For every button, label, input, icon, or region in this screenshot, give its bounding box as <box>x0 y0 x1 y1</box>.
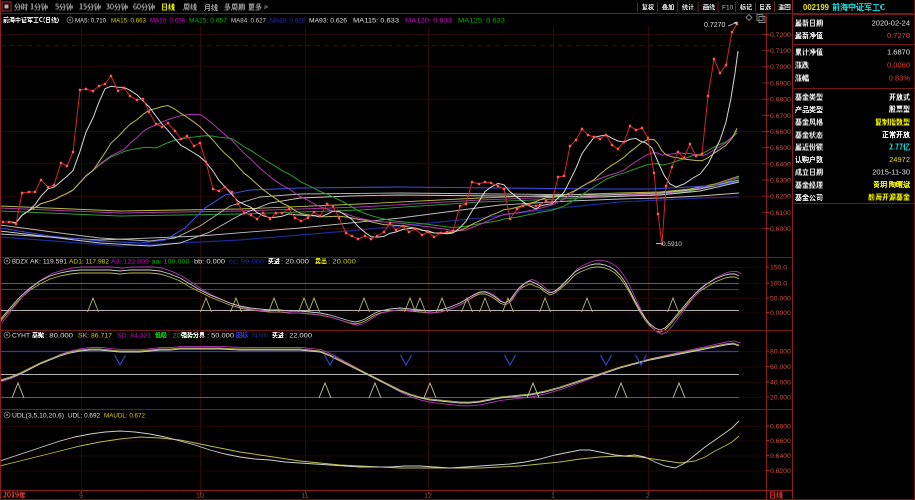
svg-text:002199: 002199 <box>803 3 830 12</box>
svg-text:9: 9 <box>79 493 83 500</box>
svg-text:0.6900: 0.6900 <box>770 80 791 87</box>
svg-text:12: 12 <box>424 493 432 500</box>
svg-text:100.0: 100.0 <box>770 280 787 287</box>
svg-text:: 20.000: : 20.000 <box>281 259 310 266</box>
svg-text:0.6300: 0.6300 <box>770 177 791 184</box>
svg-text:0.6200: 0.6200 <box>770 468 791 475</box>
svg-text:CYHT: CYHT <box>12 333 30 340</box>
svg-text:MA5: 0.710: MA5: 0.710 <box>75 18 107 25</box>
svg-text:50.000: 50.000 <box>770 295 791 302</box>
svg-text:: 74.000: : 74.000 <box>248 333 268 340</box>
svg-text:AJ: 122.809: AJ: 122.809 <box>111 259 150 266</box>
svg-text:2020-02-24: 2020-02-24 <box>872 19 910 28</box>
svg-text:UDL: 0.692: UDL: 0.692 <box>68 413 101 420</box>
svg-text:80.000: 80.000 <box>770 348 791 355</box>
svg-text:0.6700: 0.6700 <box>770 113 791 120</box>
svg-text:MA15: 0.663: MA15: 0.663 <box>111 18 147 25</box>
svg-text:SK: 86.717: SK: 86.717 <box>78 333 113 340</box>
svg-text:MA115: 0.633: MA115: 0.633 <box>353 18 400 25</box>
svg-text:2: 2 <box>646 493 650 500</box>
svg-text:20.000: 20.000 <box>770 394 791 401</box>
svg-text:0.5910: 0.5910 <box>662 241 682 248</box>
svg-text:0.6000: 0.6000 <box>770 226 791 233</box>
svg-text:0.6800: 0.6800 <box>770 97 791 104</box>
svg-text:0.6600: 0.6600 <box>770 129 791 136</box>
svg-text:bb: 0.000: bb: 0.000 <box>194 259 226 266</box>
svg-text:0.6600: 0.6600 <box>770 438 791 445</box>
svg-text:1: 1 <box>551 493 555 500</box>
svg-text:2015-11-30: 2015-11-30 <box>872 168 910 177</box>
svg-text:0.0000: 0.0000 <box>770 310 791 317</box>
svg-text:: 80.000: : 80.000 <box>45 333 74 340</box>
svg-text:MA93: 0.626: MA93: 0.626 <box>309 18 348 25</box>
svg-text:MA120: 0.633: MA120: 0.633 <box>405 18 453 25</box>
svg-text:0.6500: 0.6500 <box>770 145 791 152</box>
svg-text:0.83%: 0.83% <box>889 74 911 83</box>
svg-text:0.6800: 0.6800 <box>770 423 791 430</box>
svg-text:0.6400: 0.6400 <box>770 161 791 168</box>
svg-text:MA25: 0.657: MA25: 0.657 <box>189 18 228 25</box>
svg-text:SD: 84.321: SD: 84.321 <box>117 333 152 340</box>
svg-text:: 50.000: : 50.000 <box>207 333 235 340</box>
svg-text:1.6870: 1.6870 <box>887 48 910 57</box>
svg-text:0.7000: 0.7000 <box>770 64 791 71</box>
svg-text:0.6400: 0.6400 <box>770 453 791 460</box>
svg-text:AK: 119.591: AK: 119.591 <box>30 259 68 266</box>
svg-text:MA20: 0.658: MA20: 0.658 <box>150 18 186 25</box>
svg-text:aa: 100.000: aa: 100.000 <box>152 259 191 266</box>
svg-text:150.0: 150.0 <box>770 264 787 271</box>
svg-text:MAUDL: 0.672: MAUDL: 0.672 <box>104 413 146 420</box>
svg-text:MA84: 0.627: MA84: 0.627 <box>231 18 267 25</box>
svg-text:0.7200: 0.7200 <box>770 32 791 39</box>
svg-text:0.7270: 0.7270 <box>887 31 910 40</box>
svg-text:0.6100: 0.6100 <box>770 210 791 217</box>
svg-text:cc: 99.000: cc: 99.000 <box>229 259 265 266</box>
svg-text:40.000: 40.000 <box>770 379 791 386</box>
svg-text:F10: F10 <box>722 5 734 12</box>
svg-text:0.7270: 0.7270 <box>704 22 726 29</box>
svg-text:10: 10 <box>196 493 204 500</box>
svg-text:UDL(3,5,10,20,6): UDL(3,5,10,20,6) <box>12 413 64 420</box>
svg-text:0.0060: 0.0060 <box>887 61 910 70</box>
svg-text:BDZX: BDZX <box>12 259 28 266</box>
svg-text:24972: 24972 <box>889 155 910 164</box>
svg-text:11: 11 <box>301 493 308 500</box>
svg-text:MA125: 0.633: MA125: 0.633 <box>458 18 506 25</box>
svg-text:AD1: 117.982: AD1: 117.982 <box>69 259 110 266</box>
svg-text:0.7100: 0.7100 <box>770 48 791 55</box>
svg-text:: 22.000: : 22.000 <box>285 333 313 340</box>
svg-text:: 20.000: : 20.000 <box>328 259 357 266</box>
svg-text:0.6200: 0.6200 <box>770 194 791 201</box>
svg-text:60.000: 60.000 <box>770 364 791 371</box>
svg-text:MA88: 0.628: MA88: 0.628 <box>270 18 306 25</box>
